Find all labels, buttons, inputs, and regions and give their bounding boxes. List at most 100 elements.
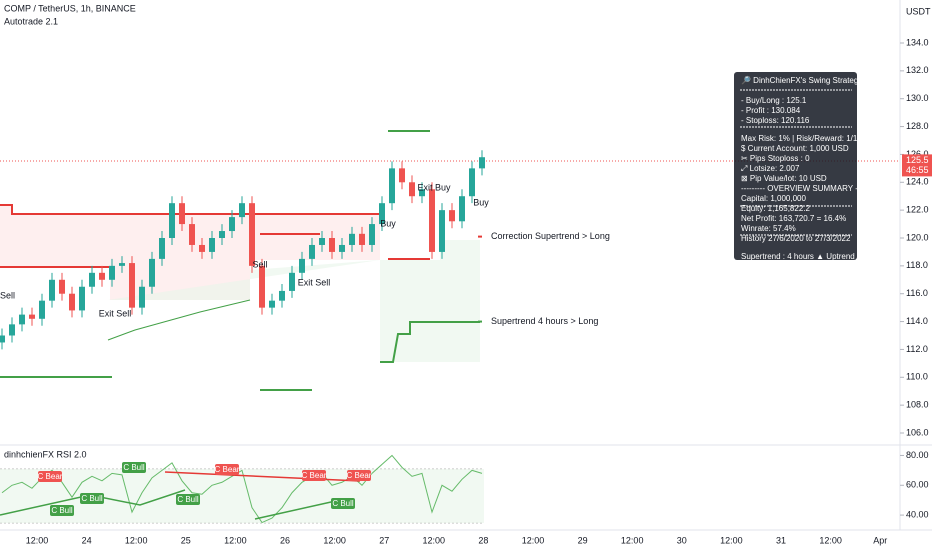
candle-body bbox=[399, 168, 405, 183]
rsi-signal-label: C Bear bbox=[38, 472, 63, 481]
signal-label: Exit Sell bbox=[99, 308, 132, 318]
signal-label: Exit Buy bbox=[417, 182, 451, 192]
indicator-title: Autotrade 2.1 bbox=[4, 16, 58, 26]
candle-body bbox=[179, 203, 185, 225]
price-tag bbox=[902, 154, 932, 177]
rsi-signal-box bbox=[215, 464, 239, 475]
panel-title: 🔎 DinhChienFX's Swing Strategy bbox=[741, 75, 862, 85]
trail-line bbox=[107, 299, 251, 341]
y-tick-label: 110.0 bbox=[906, 372, 928, 382]
rsi-signal-box bbox=[331, 498, 355, 509]
panel-line: ⊠ Pip Value/lot: 10 USD bbox=[741, 174, 827, 183]
x-tick-label: 12:00 bbox=[423, 535, 446, 545]
panel-line: History 27/6/2020 to 27/3/2022 bbox=[741, 234, 851, 243]
candle-body bbox=[239, 203, 245, 218]
panel-line: Net Profit: 163,720.7 = 16.4% bbox=[741, 214, 846, 223]
candle-body bbox=[189, 224, 195, 245]
symbol-title: COMP / TetherUS, 1h, BINANCE bbox=[4, 3, 136, 13]
signal-label: Sell bbox=[252, 259, 267, 269]
candle-body bbox=[439, 210, 445, 252]
panel-line: $ Current Account: 1,000 USD bbox=[741, 144, 849, 153]
info-panel bbox=[734, 72, 857, 260]
candle-body bbox=[269, 300, 275, 308]
x-tick-label: 12:00 bbox=[125, 535, 148, 545]
x-tick-label: 12:00 bbox=[720, 535, 743, 545]
candle-body bbox=[349, 233, 355, 245]
y-tick-label: 122.0 bbox=[906, 205, 929, 215]
x-tick-label: 12:00 bbox=[819, 535, 842, 545]
x-tick-label: 30 bbox=[677, 535, 687, 545]
candle-body bbox=[139, 286, 145, 308]
rsi-signal-box bbox=[302, 470, 326, 481]
panel-line: Equity: 1,165,822.2 bbox=[741, 204, 810, 213]
supertrend-line bbox=[380, 321, 480, 363]
bull-zone bbox=[108, 240, 480, 362]
y-tick-label: 126.0 bbox=[906, 149, 929, 159]
candle-body bbox=[429, 189, 435, 252]
candle-body bbox=[359, 233, 365, 245]
y-tick-label: 128.0 bbox=[906, 121, 929, 131]
panel-line: - Buy/Long : 125.1 bbox=[741, 96, 807, 105]
rsi-line bbox=[1, 454, 483, 524]
panel-line: ⤢ Lotsize: 2.007 bbox=[740, 164, 800, 173]
candle-body bbox=[419, 189, 425, 197]
currency-label: USDT bbox=[906, 6, 931, 16]
y-tick-label: 130.0 bbox=[906, 93, 929, 103]
y-tick-label: 118.0 bbox=[906, 260, 928, 270]
candle-body bbox=[29, 314, 35, 319]
panel-line: --------- OVERVIEW SUMMARY --------- bbox=[741, 184, 880, 193]
rsi-signal-box bbox=[347, 470, 371, 481]
candle-body bbox=[259, 265, 265, 308]
rsi-signal-box bbox=[38, 471, 62, 482]
candle-body bbox=[149, 258, 155, 287]
x-tick-label: 31 bbox=[776, 535, 786, 545]
y-tick-label: 116.0 bbox=[906, 288, 928, 298]
signal-label: Buy bbox=[473, 197, 489, 207]
y-tick-label: 106.0 bbox=[906, 427, 929, 437]
rsi-signal-label: C Bull bbox=[332, 499, 354, 508]
panel-line: - Stoploss: 120.116 bbox=[741, 116, 810, 125]
candle-body bbox=[119, 263, 125, 266]
candle-body bbox=[209, 238, 215, 252]
divergence-line bbox=[254, 499, 341, 520]
panel-line: Dow theory: ▲ Uptrend bbox=[741, 262, 825, 271]
rsi-signal-label: C Bear bbox=[347, 471, 372, 480]
x-tick-label: 28 bbox=[478, 535, 488, 545]
candle-body bbox=[9, 324, 15, 336]
candle-body bbox=[289, 272, 295, 291]
candle-body bbox=[279, 290, 285, 301]
x-tick-label: 12:00 bbox=[621, 535, 644, 545]
candle-body bbox=[409, 182, 415, 197]
resistance-line bbox=[0, 204, 380, 215]
candle-body bbox=[479, 157, 485, 169]
y-tick-label: 134.0 bbox=[906, 37, 929, 47]
candle-body bbox=[389, 168, 395, 204]
rsi-signal-box bbox=[122, 462, 146, 473]
candle-body bbox=[49, 279, 55, 301]
candle-body bbox=[89, 272, 95, 287]
candle-body bbox=[309, 244, 315, 259]
panel-line: ✂ Pips Stoploss : 0 bbox=[741, 154, 810, 163]
candle-body bbox=[99, 272, 105, 280]
candle-body bbox=[199, 244, 205, 252]
candle-body bbox=[339, 244, 345, 252]
signal-label: Exit Sell bbox=[298, 277, 331, 287]
signal-label: Buy bbox=[380, 218, 396, 228]
level-label: Correction Supertrend > Long bbox=[491, 231, 610, 241]
candle-body bbox=[0, 335, 5, 343]
rsi-signal-box bbox=[50, 505, 74, 516]
x-tick-label: 24 bbox=[82, 535, 92, 545]
candle-body bbox=[169, 203, 175, 238]
y-tick-label: 108.0 bbox=[906, 400, 929, 410]
x-tick-label: 12:00 bbox=[323, 535, 346, 545]
x-tick-label: 27 bbox=[379, 535, 389, 545]
candle-body bbox=[379, 203, 385, 225]
x-tick-label: 12:00 bbox=[224, 535, 247, 545]
candle-body bbox=[19, 314, 25, 325]
candle-body bbox=[159, 238, 165, 259]
price-tag-label: 125.5 bbox=[906, 155, 929, 165]
panel-line: Supertrend : 4 hours ▲ Uptrend bbox=[741, 252, 855, 261]
level-label: Supertrend 4 hours > Long bbox=[491, 316, 598, 326]
candle-body bbox=[219, 231, 225, 238]
